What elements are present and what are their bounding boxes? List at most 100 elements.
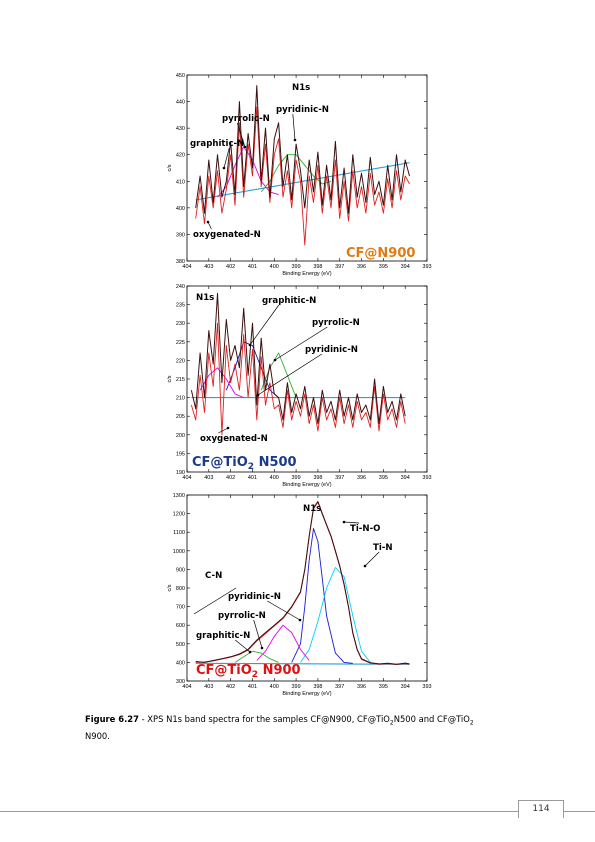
- series-component-green_fit: [234, 650, 279, 663]
- plot-area: [195, 85, 410, 246]
- annotation-arrow: [253, 619, 263, 649]
- y-tick-label: 600: [176, 623, 185, 629]
- series-component-magenta_fit: [256, 624, 310, 661]
- sample-label-main: CF@N900: [346, 246, 415, 261]
- annotation-arrowhead: [342, 520, 346, 524]
- y-tick-label: 430: [176, 126, 185, 132]
- y-tick-label: 215: [176, 377, 185, 383]
- x-tick-label: 400: [270, 475, 279, 481]
- panel-title-n1s: N1s: [292, 83, 310, 93]
- annotation-arrowhead: [260, 646, 264, 650]
- series-raw-black_trace: [195, 501, 410, 665]
- sample-label-sub: 2: [248, 462, 254, 472]
- y-tick-label: 380: [176, 259, 185, 265]
- sample-label-sub: 2: [252, 670, 258, 680]
- y-tick-label: 400: [176, 660, 185, 666]
- x-tick-label: 401: [248, 475, 257, 481]
- annotation-c-n: C-N: [205, 571, 222, 581]
- xps-panel-1: 404 403 402 401 400 399 398 397 396 395 394 393 380 3…: [167, 73, 432, 277]
- y-tick-label: 235: [176, 303, 185, 309]
- series-fit-sum-red_trace: [190, 322, 406, 436]
- series-component-green_fit: [260, 352, 297, 398]
- x-tick-label: 401: [248, 684, 257, 690]
- sample-label-tail: N900: [258, 663, 301, 678]
- annotation-arrowhead: [256, 393, 260, 397]
- y-tick-label: 390: [176, 232, 185, 238]
- x-tick-label: 403: [204, 684, 213, 690]
- x-tick-label: 396: [357, 684, 366, 690]
- y-tick-label: 190: [176, 470, 185, 476]
- annotation-graphitic-n: graphitic-N: [262, 296, 316, 306]
- annotation-arrow: [274, 326, 328, 361]
- annotation-pyridinic-n: pyridinic-N: [305, 345, 358, 355]
- y-tick-label: 300: [176, 679, 185, 685]
- y-tick-label: 220: [176, 358, 185, 364]
- sample-label: CF@TiO2 N500: [192, 455, 297, 472]
- x-tick-label: 399: [291, 475, 300, 481]
- y-tick-label: 1100: [173, 530, 185, 536]
- series-fit-sum-red_trace: [195, 106, 410, 246]
- x-tick-label: 404: [182, 475, 191, 481]
- x-tick-label: 394: [401, 684, 410, 690]
- y-tick-label: 195: [176, 451, 185, 457]
- y-tick-label: 200: [176, 433, 185, 439]
- x-tick-label: 403: [204, 264, 213, 270]
- x-tick-label: 401: [248, 264, 257, 270]
- x-tick-label: 397: [335, 264, 344, 270]
- x-tick-label: 397: [335, 475, 344, 481]
- annotation-arrowhead: [222, 166, 226, 170]
- x-tick-label: 394: [401, 264, 410, 270]
- sample-label: CF@N900: [346, 246, 415, 261]
- x-tick-label: 402: [226, 475, 235, 481]
- plot-frame: [186, 285, 428, 473]
- annotation-arrow: [236, 122, 246, 148]
- y-tick-label: 410: [176, 179, 185, 185]
- x-tick-label: 404: [182, 264, 191, 270]
- y-tick-label: 900: [176, 567, 185, 573]
- annotation-arrowhead: [248, 650, 252, 654]
- annotation-oxygenated-n: oxygenated-N: [200, 434, 268, 444]
- y-axis-title: c/s: [167, 164, 173, 171]
- y-tick-label: 1300: [173, 493, 185, 499]
- y-tick-label: 800: [176, 586, 185, 592]
- x-axis-title: Binding Energy (eV): [282, 271, 331, 277]
- x-tick-label: 402: [226, 684, 235, 690]
- y-tick-label: 205: [176, 414, 185, 420]
- x-tick-label: 400: [270, 684, 279, 690]
- x-tick-label: 393: [422, 475, 431, 481]
- annotation-graphitic-n: graphitic-N: [196, 631, 250, 641]
- annotation-arrow: [218, 427, 229, 434]
- series-component-cyan_fit: [300, 567, 371, 663]
- annotation-arrowhead: [248, 343, 252, 347]
- annotation-arrow: [257, 353, 323, 396]
- x-tick-label: 403: [204, 475, 213, 481]
- annotation-pyridinic-n: pyridinic-N: [228, 592, 281, 602]
- annotation-graphitic-n: graphitic-N: [190, 139, 244, 149]
- annotation-oxygenated-n: oxygenated-N: [193, 230, 261, 240]
- sample-label: CF@TiO2 N900: [196, 663, 301, 680]
- caption-sub-b: 2: [469, 719, 474, 727]
- xps-panel-2: 404 403 402 401 400 399 398 397 396 395 394 393 190 1…: [167, 284, 432, 488]
- annotation-arrow: [343, 521, 360, 524]
- annotation-cn-line: [193, 587, 237, 615]
- caption-sub-a: 2: [389, 719, 394, 727]
- x-tick-label: 398: [313, 475, 322, 481]
- y-tick-label: 230: [176, 321, 185, 327]
- series-component-blue_fit: [291, 528, 353, 664]
- annotation-pyrrolic-n: pyrrolic-N: [312, 318, 360, 328]
- y-tick-label: 500: [176, 642, 185, 648]
- caption-label: Figure 6.27: [85, 714, 139, 724]
- x-axis-title: Binding Energy (eV): [282, 482, 331, 488]
- annotation-arrowhead: [243, 145, 247, 149]
- x-tick-label: 396: [357, 264, 366, 270]
- y-tick-label: 1200: [173, 512, 185, 518]
- annotation-arrow: [235, 639, 251, 653]
- y-tick-label: 210: [176, 396, 185, 402]
- page-number: 114: [518, 800, 564, 818]
- x-axis-title: Binding Energy (eV): [282, 691, 331, 697]
- x-tick-label: 404: [182, 684, 191, 690]
- series-raw-black_trace: [190, 292, 406, 425]
- figure-caption: Figure 6.27 - XPS N1s band spectra for t…: [85, 713, 525, 742]
- sample-label-main: CF@TiO: [196, 663, 252, 678]
- y-tick-label: 440: [176, 100, 185, 106]
